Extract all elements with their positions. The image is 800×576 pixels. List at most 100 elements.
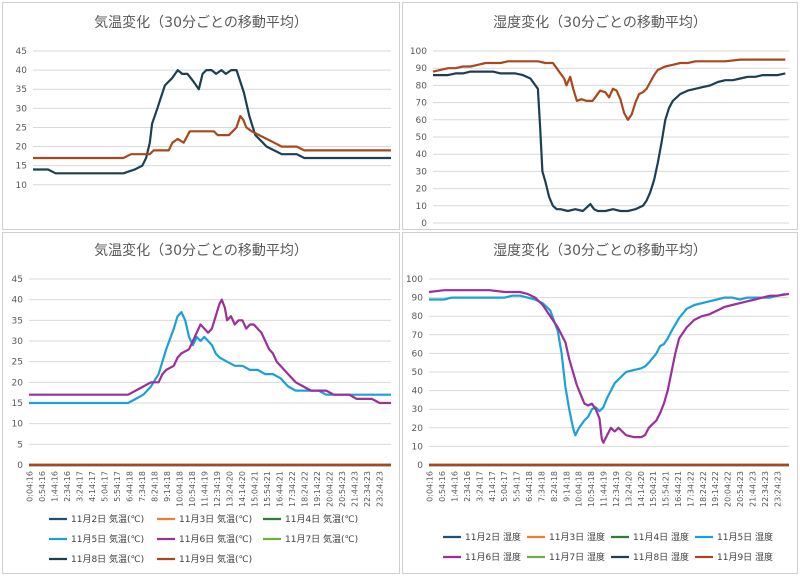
y-tick-label: 90 <box>412 294 424 304</box>
y-tick-label: 60 <box>416 116 428 126</box>
y-tick-label: 20 <box>416 185 428 195</box>
x-tick-label: 21:44:23 <box>350 471 359 507</box>
x-tick-label: 4:14:17 <box>88 471 97 502</box>
x-tick-label: 3:24:17 <box>76 471 85 502</box>
y-tick-label: 60 <box>412 349 424 359</box>
series-line <box>428 289 790 444</box>
chart-temp-top: 気温変化（30分ごとの移動平均） 10 15 20 25 30 35 40 45 <box>16 14 391 191</box>
x-tick-label: 2:34:16 <box>63 471 72 502</box>
y-tick-label: 10 <box>416 202 428 212</box>
x-tick-label: 2:34:16 <box>463 471 472 502</box>
x-tick-label: 1:44:16 <box>451 471 460 502</box>
x-tick-label: 10:54:18 <box>188 471 197 507</box>
chart-title: 湿度変化（30分ごとの移動平均） <box>493 14 707 31</box>
y-tick-label: 35 <box>12 316 23 326</box>
y-tick-label: 0 <box>417 461 423 471</box>
y-tick-label: 10 <box>12 420 24 430</box>
x-tick-label: 12:34:19 <box>612 471 621 507</box>
x-tick-label: 16:44:21 <box>674 471 683 507</box>
x-tick-label: 4:14:17 <box>488 471 497 502</box>
y-tick-label: 25 <box>16 123 27 133</box>
x-tick-label: 0:54:16 <box>38 471 47 502</box>
x-tick-label: 0:04:16 <box>26 471 35 502</box>
y-tick-label: 45 <box>12 275 23 285</box>
y-tick-label: 40 <box>412 387 424 397</box>
chart-title: 気温変化（30分ごとの移動平均） <box>94 14 308 31</box>
x-tick-label: 1:44:16 <box>51 471 60 502</box>
y-tick-label: 10 <box>16 181 28 191</box>
x-tick-label: 13:24:20 <box>225 471 234 507</box>
series-line <box>433 70 786 213</box>
x-tick-label: 9:14:18 <box>163 471 172 502</box>
y-tick-label: 45 <box>16 47 27 57</box>
x-tick-label: 5:04:17 <box>500 471 509 502</box>
x-tick-label: 8:24:18 <box>550 471 559 502</box>
x-tick-label: 11:44:19 <box>201 471 210 507</box>
x-tick-label: 6:44:18 <box>126 471 135 502</box>
chart-panel-temp-top: 気温変化（30分ごとの移動平均） 10 15 20 25 30 35 40 45 <box>2 2 400 230</box>
legend-label: 11月4日 気温(℃) <box>285 513 358 525</box>
x-tick-label: 14:14:20 <box>238 471 247 507</box>
y-tick-label: 100 <box>406 275 423 285</box>
x-tick-label: 15:04:21 <box>250 471 259 507</box>
y-tick-label: 15 <box>16 162 27 172</box>
y-tick-label: 80 <box>416 81 428 91</box>
legend-label: 11月3日 気温(℃) <box>179 513 252 525</box>
chart-humidity-bottom: 湿度変化（30分ごとの移動平均） 0 10 20 30 40 50 60 70 80 90 100 0:… <box>406 242 790 563</box>
y-tick-label: 30 <box>412 405 424 415</box>
legend-label: 11月3日 湿度 <box>549 531 605 543</box>
legend-label: 11月8日 気温(℃) <box>71 553 144 565</box>
y-tick-label: 35 <box>16 85 27 95</box>
x-tick-label: 6:44:18 <box>525 471 534 502</box>
series-line <box>33 114 391 160</box>
y-tick-label: 20 <box>16 143 28 153</box>
x-tick-label: 10:04:18 <box>176 471 185 507</box>
y-tick-label: 30 <box>16 104 28 114</box>
series-line <box>29 311 391 405</box>
x-tick-label: 0:54:16 <box>438 471 447 502</box>
y-tick-label: 80 <box>412 312 424 322</box>
legend-label: 11月2日 湿度 <box>465 531 521 543</box>
series-line <box>29 298 391 405</box>
x-tick-label: 9:14:18 <box>562 471 571 502</box>
x-tick-label: 10:04:18 <box>575 471 584 507</box>
y-tick-label: 40 <box>12 296 24 306</box>
x-tick-label: 13:24:20 <box>624 471 633 507</box>
chart-panel-temp-bottom: 気温変化（30分ごとの移動平均） 0 5 10 15 20 25 30 35 40 45 0:04:1… <box>2 232 400 574</box>
y-tick-label: 25 <box>12 358 23 368</box>
x-tick-label: 5:04:17 <box>101 471 110 502</box>
y-tick-label: 20 <box>412 424 424 434</box>
legend-label: 11月7日 湿度 <box>549 551 605 563</box>
x-tick-label: 5:54:17 <box>113 471 122 502</box>
y-tick-label: 15 <box>12 399 23 409</box>
chart-title: 気温変化（30分ごとの移動平均） <box>94 242 308 259</box>
x-tick-label: 7:34:18 <box>138 471 147 502</box>
x-tick-label: 17:34:22 <box>686 471 695 507</box>
y-tick-label: 90 <box>416 64 428 74</box>
y-tick-label: 70 <box>412 331 424 341</box>
y-tick-label: 0 <box>421 219 427 229</box>
x-tick-label: 18:24:22 <box>699 471 708 507</box>
chart-title: 湿度変化（30分ごとの移動平均） <box>493 242 707 259</box>
chart-panel-humidity-bottom: 湿度変化（30分ごとの移動平均） 0 10 20 30 40 50 60 70 80 90 100 0:… <box>402 232 798 574</box>
series-line <box>33 69 391 175</box>
x-tick-label: 20:54:23 <box>736 471 745 507</box>
legend-label: 11月8日 湿度 <box>633 551 689 563</box>
x-tick-label: 0:04:16 <box>426 471 435 502</box>
chart-humidity-top: 湿度変化（30分ごとの移動平均） 0 10 20 30 40 50 60 70 80 90 100 <box>410 14 789 229</box>
x-tick-label: 19:14:22 <box>313 471 322 507</box>
series-line <box>429 292 786 437</box>
x-tick-label: 10:54:18 <box>587 471 596 507</box>
y-tick-label: 40 <box>416 150 428 160</box>
x-tick-label: 20:04:22 <box>325 471 334 507</box>
y-tick-label: 50 <box>416 133 428 143</box>
x-tick-label: 17:34:22 <box>288 471 297 507</box>
y-tick-label: 5 <box>17 440 23 450</box>
y-tick-label: 10 <box>412 442 424 452</box>
legend-label: 11月5日 湿度 <box>717 531 773 543</box>
legend-label: 11月2日 気温(℃) <box>71 513 144 525</box>
legend-label: 11月9日 湿度 <box>717 551 773 563</box>
x-tick-label: 15:04:21 <box>649 471 658 507</box>
x-tick-label: 11:44:19 <box>600 471 609 507</box>
x-tick-label: 7:34:18 <box>537 471 546 502</box>
